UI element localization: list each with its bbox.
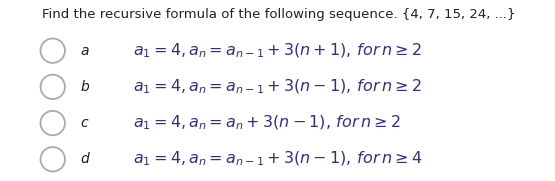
Text: b: b: [80, 80, 89, 94]
Text: $a_1 = 4, a_n = a_n + 3(n - 1),\, for\, n \geq 2$: $a_1 = 4, a_n = a_n + 3(n - 1),\, for\, …: [133, 114, 401, 132]
Text: $a_1 = 4, a_n = a_{n-1} + 3(n + 1),\, for\, n \geq 2$: $a_1 = 4, a_n = a_{n-1} + 3(n + 1),\, fo…: [133, 41, 422, 60]
Text: $a_1 = 4, a_n = a_{n-1} + 3(n - 1),\, for\, n \geq 4$: $a_1 = 4, a_n = a_{n-1} + 3(n - 1),\, fo…: [133, 150, 422, 169]
Text: $a_1 = 4, a_n = a_{n-1} + 3(n - 1),\, for\, n \geq 2$: $a_1 = 4, a_n = a_{n-1} + 3(n - 1),\, fo…: [133, 78, 422, 96]
Text: Find the recursive formula of the following sequence. {4, 7, 15, 24, ...}: Find the recursive formula of the follow…: [42, 8, 515, 21]
Text: a: a: [80, 44, 89, 58]
Text: c: c: [80, 116, 88, 130]
Text: d: d: [80, 152, 89, 166]
